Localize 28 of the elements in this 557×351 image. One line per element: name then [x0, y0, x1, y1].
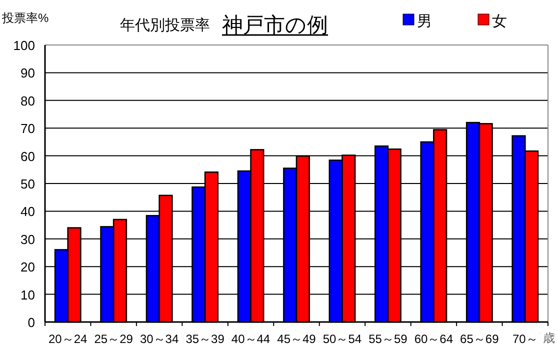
- x-tick-label: 60～64: [414, 332, 454, 346]
- x-tick-label: 20～24: [48, 332, 88, 346]
- y-tick-label: 70: [20, 121, 35, 136]
- x-tick-label: 30～34: [140, 332, 179, 346]
- x-axis-title: 歳: [543, 331, 555, 345]
- y-tick-label: 100: [13, 38, 35, 53]
- x-tick-label: 40～44: [231, 332, 270, 346]
- legend-label: 女: [492, 13, 507, 30]
- x-tick-label: 45～49: [277, 332, 316, 346]
- y-tick-label: 90: [20, 66, 35, 81]
- y-tick-label: 30: [20, 232, 35, 247]
- y-tick-label: 10: [20, 287, 35, 302]
- x-tick-label: 35～39: [186, 332, 225, 346]
- x-tick-label: 25～29: [94, 332, 134, 346]
- x-tick-label: 50～54: [322, 332, 362, 346]
- y-tick-label: 50: [20, 176, 35, 192]
- y-tick-label: 0: [28, 315, 35, 330]
- y-axis-title: 投票率%: [1, 11, 49, 25]
- x-tick-label: 55～59: [368, 332, 408, 346]
- y-tick-label: 20: [20, 260, 35, 275]
- x-tick-label: 65～69: [460, 332, 500, 346]
- y-tick-label: 80: [20, 93, 35, 108]
- chart-subtitle: 神戸市の例: [222, 14, 328, 37]
- chart-title: 年代別投票率: [120, 17, 210, 34]
- y-tick-label: 40: [20, 204, 35, 220]
- x-tick-label: 70～: [512, 332, 538, 346]
- y-tick-label: 60: [20, 148, 35, 164]
- legend-label: 男: [417, 13, 432, 30]
